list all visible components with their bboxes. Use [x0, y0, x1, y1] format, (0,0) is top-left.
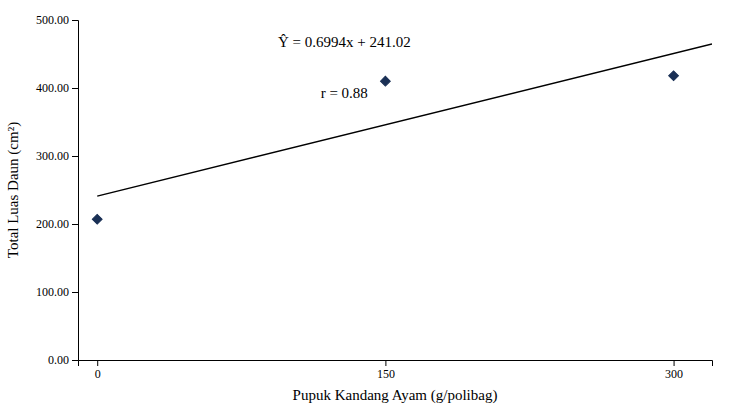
tick-label: 100.00	[36, 285, 69, 299]
tick-label: 300	[665, 367, 683, 381]
point	[380, 76, 390, 86]
tick-label: 0	[95, 367, 101, 381]
y-axis-title: Total Luas Daun (cm²)	[5, 122, 22, 258]
tick-label: 500.00	[36, 13, 69, 27]
tick: 200.00	[36, 217, 78, 231]
tick-mark	[72, 156, 78, 157]
tick-mark	[72, 360, 78, 361]
tick: 300	[665, 360, 683, 381]
point	[92, 214, 102, 224]
tick: 100.00	[36, 285, 78, 299]
axis-line	[79, 361, 713, 367]
tick-label: 0.00	[48, 353, 69, 367]
plot-area: 0 150 300 0.00 100.00 200.00 300.00 400.00 500.0…	[36, 13, 713, 380]
y-axis: 0.00 100.00 200.00 300.00 400.00 500.00	[36, 13, 79, 367]
tick: 0	[95, 360, 101, 381]
annotation: r = 0.88	[321, 85, 368, 101]
x-axis-title: Pupuk Kandang Ayam (g/polibag)	[293, 387, 498, 404]
chart: 0 150 300 0.00 100.00 200.00 300.00 400.00 500.0…	[0, 0, 736, 412]
annotation: Ŷ = 0.6994x + 241.02	[278, 34, 411, 50]
marks	[92, 44, 712, 224]
tick: 400.00	[36, 81, 78, 95]
tick-mark	[72, 20, 78, 21]
regression-line	[97, 44, 712, 196]
tick-mark	[385, 360, 386, 366]
tick-mark	[72, 88, 78, 89]
tick-mark	[674, 360, 675, 366]
tick-label: 150	[377, 367, 395, 381]
tick: 300.00	[36, 149, 78, 163]
tick: 500.00	[36, 13, 78, 27]
x-axis: 0 150 300	[79, 360, 713, 381]
tick: 0.00	[48, 353, 78, 367]
tick: 150	[377, 360, 395, 381]
tick-label: 400.00	[36, 81, 69, 95]
tick-label: 300.00	[36, 149, 69, 163]
tick-mark	[72, 224, 78, 225]
tick-label: 200.00	[36, 217, 69, 231]
axis-line	[72, 21, 79, 361]
tick-mark	[97, 360, 98, 366]
tick-mark	[72, 292, 78, 293]
point	[669, 71, 679, 81]
